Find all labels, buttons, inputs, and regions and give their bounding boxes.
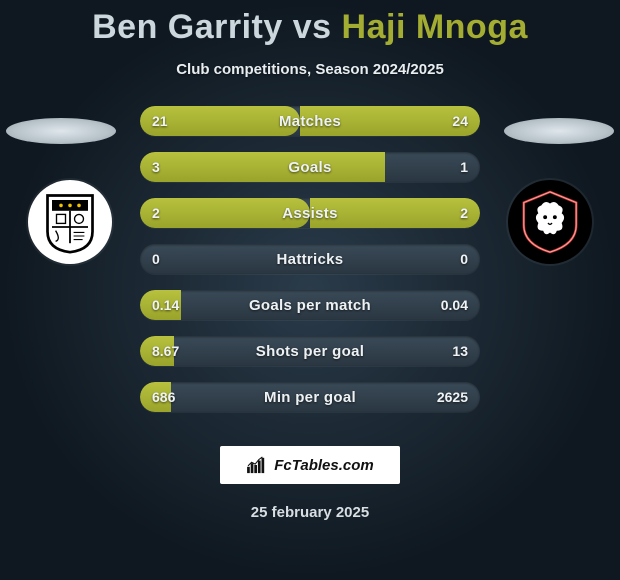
stats-list: 2124Matches 31Goals 22Assists 00Hattricks 0.… xyxy=(140,106,480,428)
deco-ellipse-left xyxy=(6,118,116,144)
stat-row: 0.140.04Goals per match xyxy=(140,290,480,320)
stat-row: 2124Matches xyxy=(140,106,480,136)
vs-text: vs xyxy=(293,8,332,46)
salford-lion-icon xyxy=(516,188,584,256)
deco-ellipse-right xyxy=(504,118,614,144)
date-text: 25 february 2025 xyxy=(0,504,620,521)
stat-label: Shots per goal xyxy=(140,336,480,366)
player1-name: Ben Garrity xyxy=(92,8,283,46)
stat-label: Assists xyxy=(140,198,480,228)
watermark-text: FcTables.com xyxy=(274,457,373,474)
comparison-panel: 2124Matches 31Goals 22Assists 00Hattricks 0.… xyxy=(0,106,620,426)
stat-label: Hattricks xyxy=(140,244,480,274)
subtitle: Club competitions, Season 2024/2025 xyxy=(0,61,620,78)
stat-label: Goals per match xyxy=(140,290,480,320)
stat-row: 31Goals xyxy=(140,152,480,182)
stat-row: 22Assists xyxy=(140,198,480,228)
player2-name: Haji Mnoga xyxy=(342,8,528,46)
stat-row: 8.6713Shots per goal xyxy=(140,336,480,366)
stat-label: Matches xyxy=(140,106,480,136)
page-title: Ben Garrity vs Haji Mnoga xyxy=(0,0,620,47)
watermark: FcTables.com xyxy=(220,446,400,484)
stat-row: 00Hattricks xyxy=(140,244,480,274)
club-logo-right xyxy=(508,180,592,264)
fctables-logo-icon xyxy=(246,456,268,474)
club-logo-left xyxy=(28,180,112,264)
stat-row: 6862625Min per goal xyxy=(140,382,480,412)
stat-label: Min per goal xyxy=(140,382,480,412)
port-vale-crest-icon xyxy=(43,191,97,254)
stat-label: Goals xyxy=(140,152,480,182)
